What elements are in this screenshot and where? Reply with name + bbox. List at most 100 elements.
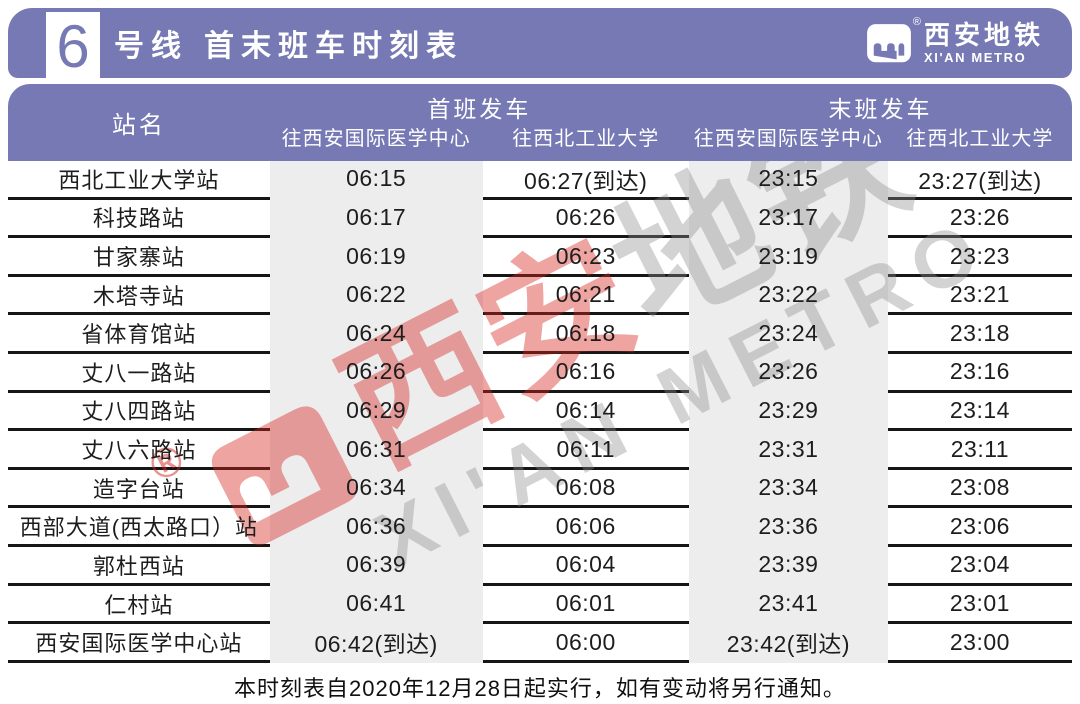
col-header-last-to-npu: 往西北工业大学 [906, 128, 1054, 150]
first-train-to-npu: 06:14 [555, 396, 616, 423]
first-train-to-medical: 06:41 [346, 590, 407, 616]
col-header-first-to-npu: 往西北工业大学 [512, 128, 660, 150]
first-train-to-npu: 06:00 [555, 628, 616, 655]
table-row: 造字台站 06:34 06:08 23:34 23:08 [8, 470, 1072, 509]
last-train-to-npu: 23:11 [950, 435, 1010, 462]
station-name: 省体育馆站 [81, 322, 197, 348]
column-stripe-first-medical [269, 161, 483, 663]
table-header: 站名 首班发车 末班发车 往西安国际医学中心 往西北工业大学 往西安国际医学中心… [8, 84, 1072, 161]
first-train-to-medical: 06:31 [346, 435, 407, 462]
last-train-to-npu: 23:00 [949, 628, 1010, 655]
first-train-to-npu: 06:27(到达) [524, 167, 648, 194]
last-train-to-medical: 23:29 [758, 396, 819, 423]
table-row: 木塔寺站 06:22 06:21 23:22 23:21 [8, 277, 1072, 316]
last-train-to-medical: 23:39 [758, 551, 819, 578]
line-suffix: 号线 [114, 30, 188, 63]
station-name: 丈八六路站 [81, 438, 197, 464]
last-train-to-npu: 23:14 [949, 396, 1010, 423]
first-train-to-npu: 06:21 [555, 281, 616, 308]
last-train-to-medical: 23:22 [758, 281, 819, 308]
first-train-to-medical: 06:24 [346, 319, 407, 346]
line-number: 6 [56, 13, 90, 80]
first-train-to-npu: 06:01 [555, 590, 616, 616]
table-row: 西安国际医学中心站 06:42(到达) 06:00 23:42(到达) 23:0… [8, 624, 1072, 663]
station-name: 西部大道(西太路口）站 [19, 515, 259, 541]
last-train-to-medical: 23:42(到达) [726, 631, 851, 658]
table-body: 西北工业大学站 06:15 06:27(到达) 23:15 23:27(到达) … [8, 161, 1072, 663]
logo-cn: 西安地铁 [923, 20, 1044, 51]
table-row: 省体育馆站 06:24 06:18 23:24 23:18 [8, 315, 1072, 355]
logo-en: XI'AN METRO [923, 49, 1027, 65]
first-train-to-npu: 06:23 [555, 242, 616, 269]
table-row: 甘家寨站 06:19 06:23 23:19 23:23 [8, 238, 1072, 277]
first-train-to-medical: 06:22 [346, 281, 407, 308]
last-train-to-npu: 23:06 [949, 512, 1010, 539]
first-train-to-medical: 06:17 [346, 203, 407, 230]
first-train-to-medical: 06:15 [346, 165, 407, 192]
xian-metro-logo-icon: ® [866, 16, 921, 63]
first-train-to-npu: 06:04 [555, 551, 616, 578]
first-train-to-medical: 06:19 [346, 242, 407, 269]
station-name: 科技路站 [92, 206, 185, 232]
column-stripe-last-medical [688, 161, 888, 663]
col-group-last-train: 末班发车 [828, 96, 933, 122]
table-row: 丈八一路站 06:26 06:16 23:26 23:16 [8, 354, 1072, 393]
last-train-to-npu: 23:23 [949, 242, 1010, 269]
last-train-to-npu: 23:18 [949, 319, 1010, 346]
station-name: 丈八一路站 [81, 360, 197, 386]
station-name: 丈八四路站 [81, 399, 197, 425]
first-train-to-npu: 06:26 [555, 203, 616, 230]
col-header-first-to-medical: 往西安国际医学中心 [281, 128, 471, 150]
station-name: 仁村站 [104, 592, 174, 618]
first-train-to-npu: 06:16 [555, 358, 616, 385]
table-row: 丈八六路站 06:31 06:11 23:31 23:11 [8, 431, 1072, 470]
last-train-to-npu: 23:01 [949, 590, 1010, 616]
table-row: 西部大道(西太路口）站 06:36 06:06 23:36 23:06 [8, 508, 1072, 548]
last-train-to-medical: 23:26 [758, 358, 819, 385]
title-bar: 6 号线 首末班车时刻表 ® 西安地铁 XI'AN METRO [8, 8, 1072, 82]
station-name: 西北工业大学站 [58, 167, 220, 193]
last-train-to-medical: 23:31 [758, 435, 819, 462]
table-row: 科技路站 06:17 06:26 23:17 23:26 [8, 200, 1072, 239]
last-train-to-npu: 23:21 [949, 281, 1010, 308]
station-name: 郭杜西站 [92, 553, 185, 579]
first-train-to-npu: 06:08 [555, 474, 616, 501]
first-train-to-npu: 06:11 [556, 435, 615, 462]
table-row: 西北工业大学站 06:15 06:27(到达) 23:15 23:27(到达) [8, 161, 1072, 200]
table-row: 郭杜西站 06:39 06:04 23:39 23:04 [8, 547, 1072, 586]
registered-mark-icon: ® [912, 16, 921, 28]
last-train-to-medical: 23:41 [758, 590, 819, 616]
first-train-to-npu: 06:18 [555, 319, 616, 346]
table-row: 仁村站 06:41 06:01 23:41 23:01 [8, 586, 1072, 625]
station-name: 甘家寨站 [92, 245, 185, 271]
xian-metro-logo: ® 西安地铁 XI'AN METRO [866, 16, 1044, 65]
last-train-to-npu: 23:04 [949, 551, 1010, 578]
station-name: 木塔寺站 [92, 283, 185, 309]
station-name: 造字台站 [92, 476, 185, 502]
title-main: 首末班车时刻表 [204, 30, 463, 63]
first-train-to-medical: 06:42(到达) [314, 631, 438, 658]
first-train-to-npu: 06:06 [555, 512, 616, 539]
page-title: 号线 首末班车时刻表 [114, 21, 463, 65]
line-number-badge: 6 [46, 12, 100, 82]
last-train-to-medical: 23:24 [758, 319, 819, 346]
last-train-to-medical: 23:36 [758, 512, 819, 539]
first-train-to-medical: 06:34 [346, 474, 407, 501]
first-train-to-medical: 06:29 [346, 396, 407, 423]
first-train-to-medical: 06:39 [346, 551, 407, 578]
last-train-to-medical: 23:15 [758, 165, 819, 192]
table-row: 丈八四路站 06:29 06:14 23:29 23:14 [8, 393, 1072, 432]
last-train-to-medical: 23:17 [758, 203, 819, 230]
station-name: 西安国际医学中心站 [35, 631, 243, 657]
col-header-last-to-medical: 往西安国际医学中心 [693, 128, 883, 150]
col-header-station: 站名 [111, 112, 166, 139]
footnote: 本时刻表自2020年12月28日起实行，如有变动将另行通知。 [234, 676, 846, 701]
col-group-first-train: 首班发车 [427, 96, 532, 122]
last-train-to-npu: 23:16 [949, 358, 1010, 385]
last-train-to-npu: 23:08 [949, 474, 1010, 501]
last-train-to-npu: 23:27(到达) [918, 167, 1042, 194]
first-train-to-medical: 06:36 [346, 512, 407, 539]
logo-text: 西安地铁 XI'AN METRO [924, 21, 1044, 65]
last-train-to-npu: 23:26 [949, 203, 1010, 230]
